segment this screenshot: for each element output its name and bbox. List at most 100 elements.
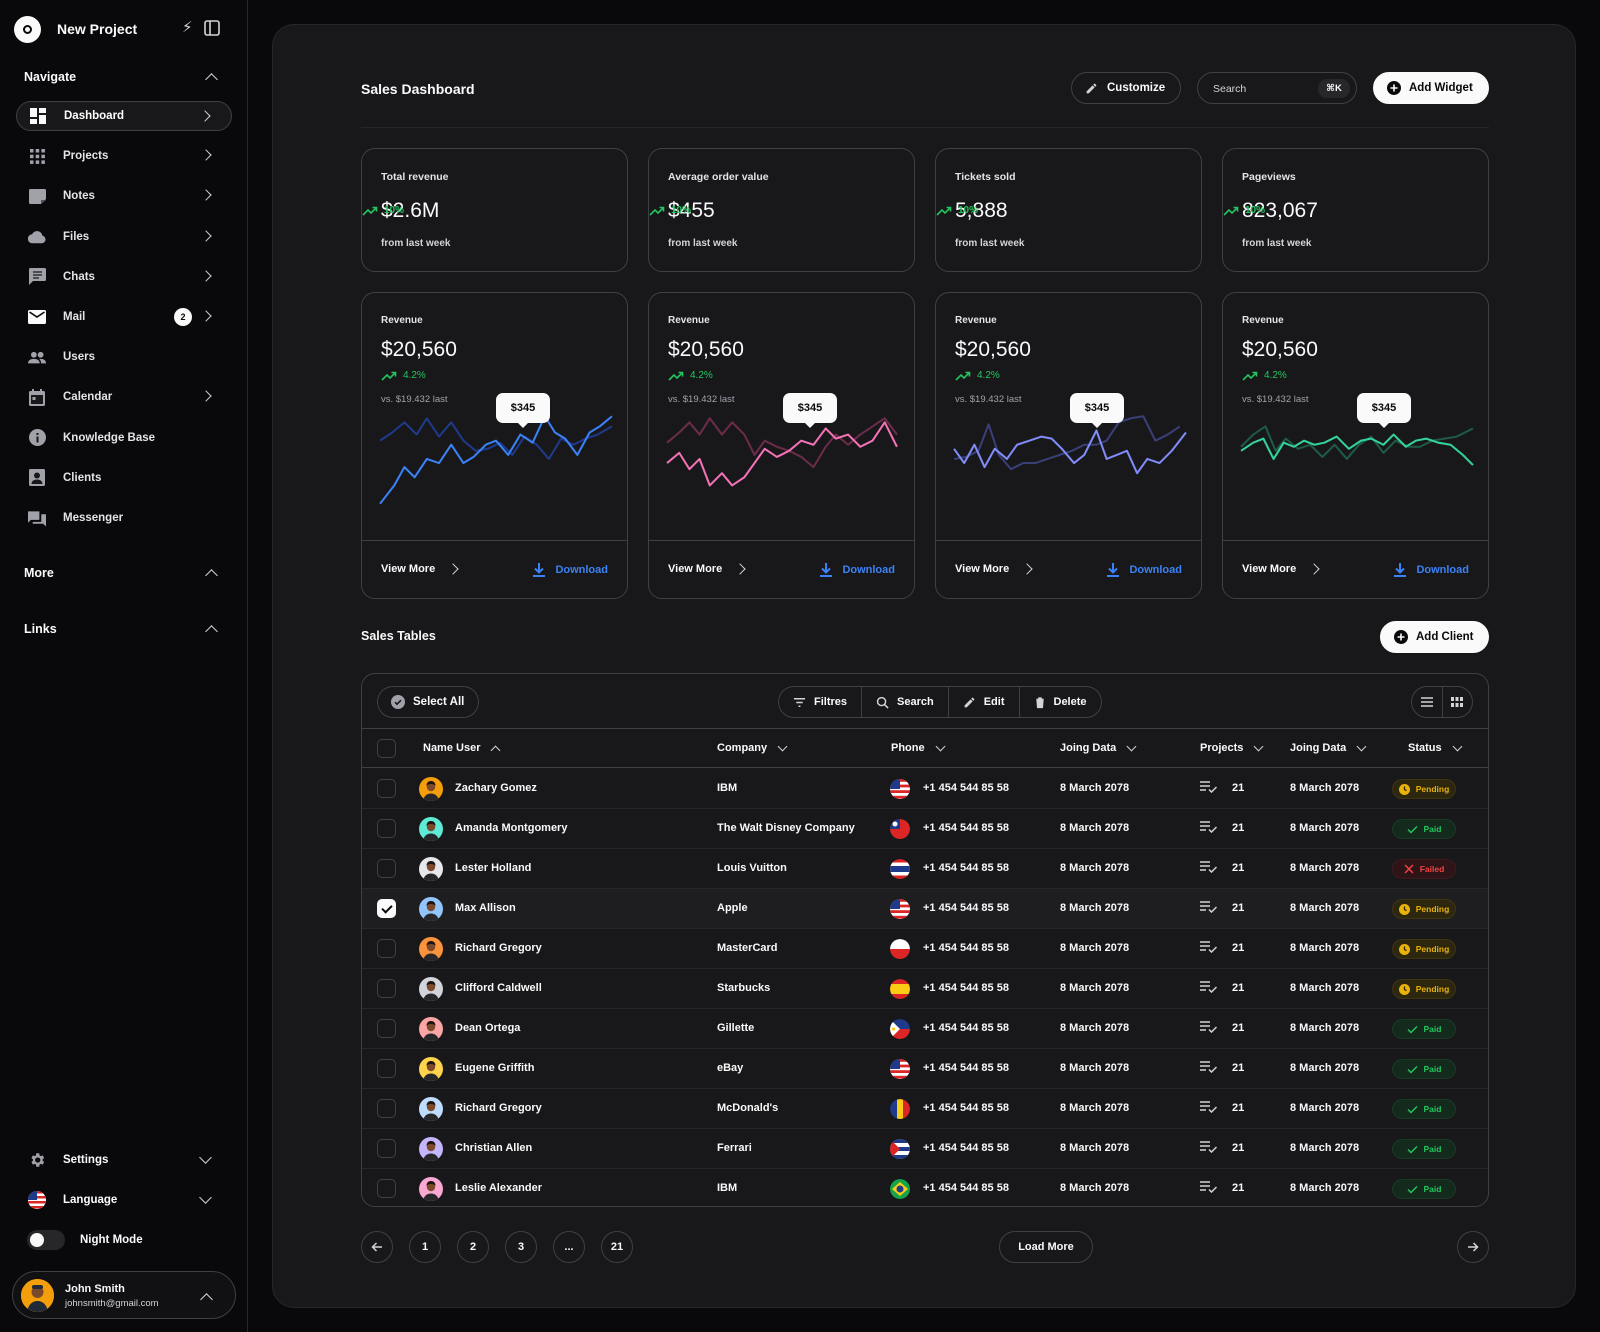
view-more-link[interactable]: View More bbox=[955, 563, 1033, 575]
column-status[interactable]: Status bbox=[1408, 741, 1463, 754]
view-more-link[interactable]: View More bbox=[668, 563, 746, 575]
row-checkbox[interactable] bbox=[377, 899, 396, 918]
table-search-button[interactable]: Search bbox=[862, 687, 949, 717]
row-checkbox[interactable] bbox=[377, 859, 396, 878]
column-projects[interactable]: Projects bbox=[1200, 741, 1264, 754]
download-button[interactable]: Download bbox=[533, 563, 608, 577]
row-checkbox[interactable] bbox=[377, 1139, 396, 1158]
next-page-button[interactable] bbox=[1457, 1231, 1489, 1263]
sidebar-item-dashboard[interactable]: Dashboard bbox=[16, 101, 232, 131]
sidebar-item-chats[interactable]: Chats bbox=[16, 262, 232, 292]
download-label: Download bbox=[842, 564, 895, 576]
avatar bbox=[419, 937, 443, 961]
revenue-card: Revenue $20,560 4.2% vs. $19.432 last $345 Vi… bbox=[648, 292, 915, 599]
column-name-user[interactable]: Name User bbox=[423, 742, 501, 756]
table-row[interactable]: Lester Holland Louis Vuitton +1 454 544 85… bbox=[362, 849, 1488, 889]
sidebar-toggle-icon[interactable] bbox=[204, 20, 220, 36]
view-more-link[interactable]: View More bbox=[1242, 563, 1320, 575]
load-more-button[interactable]: Load More bbox=[999, 1231, 1093, 1263]
status-badge: Paid bbox=[1392, 1179, 1456, 1199]
select-all-button[interactable]: Select All bbox=[377, 686, 479, 718]
table-row[interactable]: Leslie Alexander IBM +1 454 544 85 58 8 Mar… bbox=[362, 1169, 1488, 1206]
grid-view-button[interactable] bbox=[1443, 687, 1473, 717]
settings-item[interactable]: Settings bbox=[16, 1145, 232, 1175]
country-flag bbox=[890, 979, 910, 999]
row-checkbox[interactable] bbox=[377, 1179, 396, 1198]
sidebar-item-files[interactable]: Files bbox=[16, 222, 232, 252]
tasks-icon bbox=[1200, 901, 1218, 914]
links-section-header[interactable]: Links bbox=[24, 622, 218, 638]
download-button[interactable]: Download bbox=[1394, 563, 1469, 577]
sidebar-item-calendar[interactable]: Calendar bbox=[16, 382, 232, 412]
join-date: 8 March 2078 bbox=[1060, 862, 1130, 874]
edit-button[interactable]: Edit bbox=[949, 687, 1020, 717]
phone-number: +1 454 544 85 58 bbox=[923, 782, 1009, 794]
page-button-3[interactable]: 3 bbox=[505, 1231, 537, 1263]
page-button-1[interactable]: 1 bbox=[409, 1231, 441, 1263]
customize-button[interactable]: Customize bbox=[1071, 72, 1181, 104]
prev-page-button[interactable] bbox=[361, 1231, 393, 1263]
navigate-section-header[interactable]: Navigate bbox=[24, 70, 218, 86]
join-date: 8 March 2078 bbox=[1060, 1022, 1130, 1034]
check-icon bbox=[1406, 1105, 1418, 1114]
page-button-2[interactable]: 2 bbox=[457, 1231, 489, 1263]
download-button[interactable]: Download bbox=[820, 563, 895, 577]
table-row[interactable]: Amanda Montgomery The Walt Disney Company… bbox=[362, 809, 1488, 849]
more-section-header[interactable]: More bbox=[24, 566, 218, 582]
page-button-ellipsis[interactable]: ... bbox=[553, 1231, 585, 1263]
page-button-21[interactable]: 21 bbox=[601, 1231, 633, 1263]
sidebar-item-messenger[interactable]: Messenger bbox=[16, 503, 232, 533]
sidebar-item-clients[interactable]: Clients bbox=[16, 463, 232, 493]
note-icon bbox=[28, 187, 46, 205]
add-client-button[interactable]: Add Client bbox=[1380, 621, 1489, 653]
view-more-link[interactable]: View More bbox=[381, 563, 459, 575]
search-input[interactable]: Search ⌘K bbox=[1197, 72, 1357, 104]
column-company[interactable]: Company bbox=[717, 741, 788, 754]
stat-trend-value: 10% bbox=[671, 205, 692, 216]
select-all-checkbox[interactable] bbox=[377, 739, 396, 758]
filters-button[interactable]: Filtres bbox=[779, 687, 863, 717]
card-divider bbox=[936, 540, 1201, 541]
language-item[interactable]: Language bbox=[16, 1185, 232, 1215]
delete-button[interactable]: Delete bbox=[1020, 687, 1101, 717]
row-checkbox[interactable] bbox=[377, 939, 396, 958]
projects-icon-wrap bbox=[1200, 1061, 1218, 1076]
table-row[interactable]: Max Allison Apple +1 454 544 85 58 8 March … bbox=[362, 889, 1488, 929]
table-row[interactable]: Richard Gregory McDonald's +1 454 544 85 5… bbox=[362, 1089, 1488, 1129]
row-checkbox[interactable] bbox=[377, 979, 396, 998]
row-checkbox[interactable] bbox=[377, 819, 396, 838]
row-checkbox[interactable] bbox=[377, 1059, 396, 1078]
column-joing-data[interactable]: Joing Data bbox=[1060, 741, 1137, 754]
sidebar-item-mail[interactable]: Mail 2 bbox=[16, 302, 232, 332]
sidebar-item-notes[interactable]: Notes bbox=[16, 181, 232, 211]
row-checkbox[interactable] bbox=[377, 1099, 396, 1118]
table-row[interactable]: Christian Allen Ferrari +1 454 544 85 58 8 … bbox=[362, 1129, 1488, 1169]
stat-value: 5,888 bbox=[955, 199, 1008, 222]
night-mode-toggle[interactable] bbox=[27, 1230, 65, 1250]
user-card[interactable]: John Smith johnsmith@gmail.com bbox=[12, 1271, 236, 1319]
table-row[interactable]: Clifford Caldwell Starbucks +1 454 544 85 … bbox=[362, 969, 1488, 1009]
brand[interactable]: New Project ⚡ bbox=[14, 14, 224, 44]
row-checkbox[interactable] bbox=[377, 779, 396, 798]
table-row[interactable]: Dean Ortega Gillette +1 454 544 85 58 8 Mar… bbox=[362, 1009, 1488, 1049]
row-checkbox[interactable] bbox=[377, 1019, 396, 1038]
tasks-icon bbox=[1200, 781, 1218, 794]
add-widget-button[interactable]: Add Widget bbox=[1373, 72, 1489, 104]
status-label: Pending bbox=[1415, 904, 1450, 914]
table-row[interactable]: Richard Gregory MasterCard +1 454 544 85 5… bbox=[362, 929, 1488, 969]
lightning-icon[interactable]: ⚡ bbox=[182, 19, 193, 36]
column-joing-data-2[interactable]: Joing Data bbox=[1290, 741, 1367, 754]
list-view-button[interactable] bbox=[1412, 687, 1443, 717]
sidebar-item-projects[interactable]: Projects bbox=[16, 141, 232, 171]
plus-circle-icon bbox=[1394, 630, 1408, 644]
page-number: 2 bbox=[469, 1241, 477, 1253]
table-row[interactable]: Eugene Griffith eBay +1 454 544 85 58 8 Mar… bbox=[362, 1049, 1488, 1089]
column-phone[interactable]: Phone bbox=[891, 741, 946, 754]
forum-icon bbox=[28, 509, 46, 527]
sidebar-item-knowledge-base[interactable]: Knowledge Base bbox=[16, 423, 232, 453]
download-button[interactable]: Download bbox=[1107, 563, 1182, 577]
revenue-sparkline bbox=[1240, 425, 1474, 466]
sidebar-item-users[interactable]: Users bbox=[16, 342, 232, 372]
trending-up-icon bbox=[936, 206, 952, 216]
table-row[interactable]: Zachary Gomez IBM +1 454 544 85 58 8 March … bbox=[362, 769, 1488, 809]
